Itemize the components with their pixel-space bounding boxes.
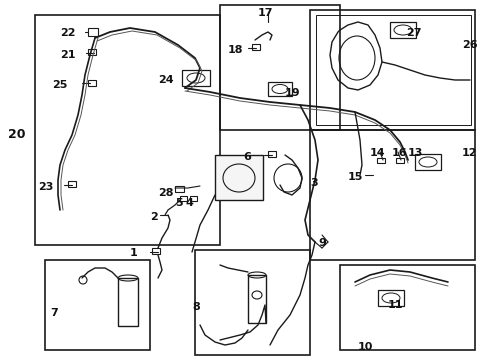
Bar xyxy=(182,70,210,86)
Bar xyxy=(45,260,150,350)
Bar xyxy=(390,22,416,38)
Text: 26: 26 xyxy=(462,40,478,50)
Bar xyxy=(252,44,260,50)
Text: 5: 5 xyxy=(175,198,183,208)
Text: 10: 10 xyxy=(358,342,373,352)
Bar xyxy=(175,186,184,192)
Text: 25: 25 xyxy=(52,80,68,90)
Bar xyxy=(88,28,98,36)
Bar xyxy=(268,151,276,157)
Text: 20: 20 xyxy=(8,128,25,141)
Bar xyxy=(310,130,475,260)
Bar xyxy=(215,155,263,200)
Bar xyxy=(396,158,404,163)
Text: 1: 1 xyxy=(130,248,138,258)
Text: 2: 2 xyxy=(150,212,158,222)
Bar xyxy=(268,82,292,96)
Bar xyxy=(316,15,471,125)
Bar xyxy=(340,265,475,350)
Bar xyxy=(88,49,96,55)
Bar xyxy=(190,196,197,201)
Text: 28: 28 xyxy=(158,188,173,198)
Text: 24: 24 xyxy=(158,75,173,85)
Text: 7: 7 xyxy=(50,308,58,318)
Bar xyxy=(377,158,385,163)
Text: 21: 21 xyxy=(60,50,75,60)
Bar xyxy=(68,181,76,187)
Text: 13: 13 xyxy=(408,148,423,158)
Text: 11: 11 xyxy=(388,300,403,310)
Text: 23: 23 xyxy=(38,182,53,192)
Text: 3: 3 xyxy=(310,178,318,188)
Text: 22: 22 xyxy=(60,28,75,38)
Text: 17: 17 xyxy=(258,8,273,18)
Text: 12: 12 xyxy=(462,148,477,158)
Bar xyxy=(118,278,138,326)
Bar xyxy=(378,290,404,306)
Text: 16: 16 xyxy=(392,148,408,158)
Bar xyxy=(152,248,160,254)
Bar xyxy=(195,250,310,355)
Text: 8: 8 xyxy=(192,302,200,312)
Bar xyxy=(248,275,266,323)
Bar xyxy=(35,15,220,245)
Text: 18: 18 xyxy=(228,45,244,55)
Bar xyxy=(220,5,340,130)
Bar xyxy=(88,80,96,86)
Bar xyxy=(180,196,187,201)
Text: 9: 9 xyxy=(318,238,326,248)
Bar xyxy=(310,10,475,130)
Text: 4: 4 xyxy=(185,198,193,208)
Text: 27: 27 xyxy=(406,28,421,38)
Text: 14: 14 xyxy=(370,148,386,158)
Text: 15: 15 xyxy=(348,172,364,182)
Bar xyxy=(415,154,441,170)
Text: 6: 6 xyxy=(243,152,251,162)
Text: 19: 19 xyxy=(285,88,301,98)
